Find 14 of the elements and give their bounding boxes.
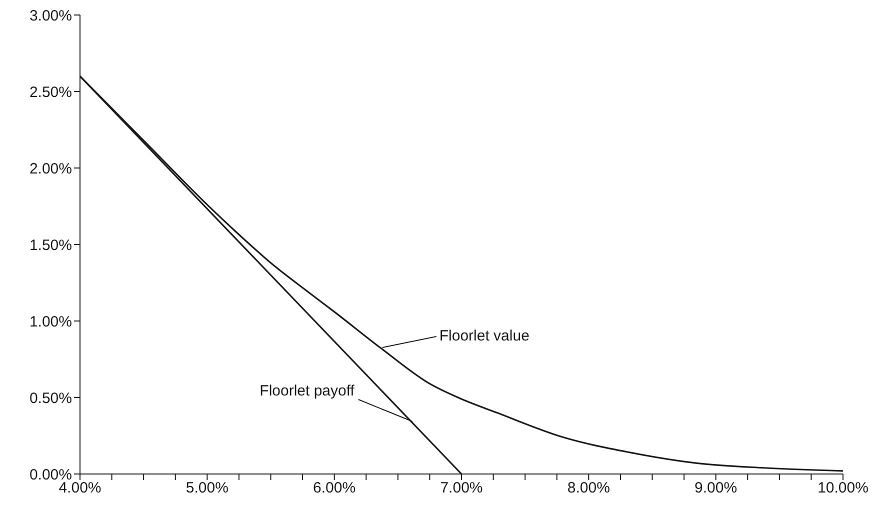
x-tick-label: 7.00% bbox=[440, 480, 483, 497]
x-tick-label: 6.00% bbox=[313, 480, 356, 497]
y-tick-label: 2.00% bbox=[29, 160, 72, 178]
y-tick-label: 1.50% bbox=[29, 236, 72, 254]
annotation: Floorlet payoff bbox=[260, 382, 356, 400]
annotation: Floorlet value bbox=[439, 328, 530, 345]
y-tick-label: 2.50% bbox=[29, 84, 72, 101]
y-tick-label: 0.50% bbox=[29, 390, 72, 407]
x-tick-label: 8.00% bbox=[567, 480, 610, 497]
y-tick-label: 1.00% bbox=[29, 313, 72, 330]
y-tick-label: 3.00% bbox=[29, 7, 72, 24]
x-tick-label: 9.00% bbox=[694, 480, 738, 497]
x-tick-label: 10.00% bbox=[818, 480, 868, 497]
x-tick-label: 5.00% bbox=[186, 480, 228, 497]
